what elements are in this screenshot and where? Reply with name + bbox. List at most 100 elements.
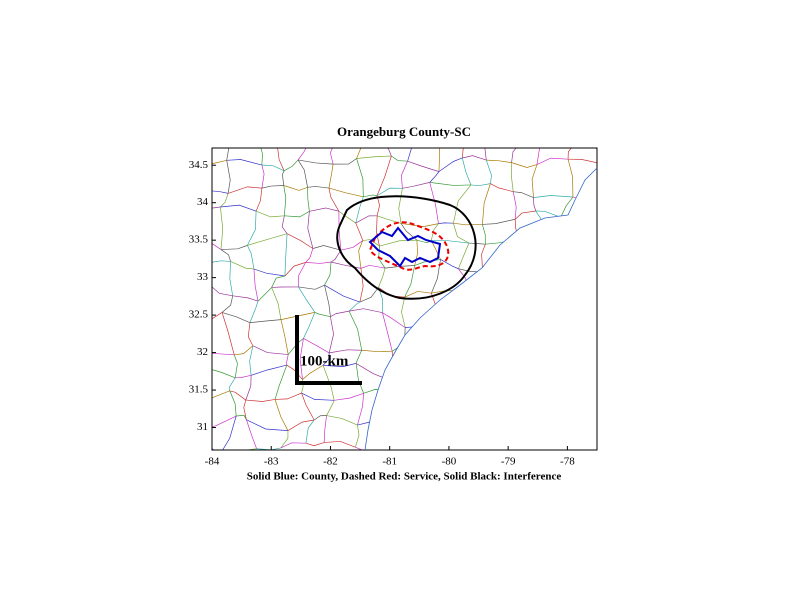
county-line bbox=[355, 363, 364, 394]
county-line bbox=[220, 204, 257, 212]
county-line bbox=[533, 195, 573, 198]
county-line bbox=[252, 345, 289, 355]
county-line bbox=[307, 211, 314, 249]
county-line bbox=[286, 354, 289, 366]
county-line bbox=[249, 345, 254, 376]
county-line bbox=[438, 222, 454, 224]
county-line bbox=[309, 207, 339, 212]
county-line bbox=[261, 185, 284, 189]
county-line bbox=[461, 157, 472, 186]
county-line bbox=[355, 446, 379, 450]
county-line bbox=[212, 285, 233, 297]
county-line bbox=[234, 345, 254, 356]
county-line bbox=[324, 284, 361, 303]
county-line bbox=[232, 295, 259, 302]
county-line bbox=[246, 419, 288, 432]
county-line bbox=[305, 248, 314, 263]
county-line bbox=[220, 206, 224, 250]
county-line bbox=[401, 297, 406, 328]
county-line bbox=[338, 210, 356, 224]
county-line bbox=[514, 210, 536, 220]
county-line bbox=[220, 249, 231, 262]
county-line bbox=[287, 419, 315, 431]
county-line bbox=[314, 312, 331, 318]
y-tick-label: 31.5 bbox=[189, 384, 209, 396]
county-line bbox=[286, 233, 314, 249]
county-line bbox=[429, 171, 440, 183]
county-line bbox=[358, 240, 364, 269]
county-line bbox=[281, 215, 288, 234]
county-line bbox=[226, 160, 231, 194]
x-tick-label: -80 bbox=[442, 456, 457, 468]
county-line bbox=[253, 268, 285, 277]
county-line bbox=[303, 312, 316, 339]
county-line bbox=[361, 349, 393, 353]
county-line bbox=[284, 210, 310, 218]
x-tick-label: -84 bbox=[205, 456, 220, 468]
county-line bbox=[333, 158, 357, 165]
county-line bbox=[297, 159, 308, 188]
county-line bbox=[247, 322, 254, 346]
x-tick-label: -83 bbox=[264, 456, 279, 468]
county-line bbox=[357, 393, 364, 426]
county-line bbox=[330, 310, 350, 317]
county-line bbox=[286, 364, 303, 380]
county-line bbox=[297, 159, 334, 165]
county-line bbox=[283, 185, 287, 216]
county-line bbox=[219, 415, 237, 450]
county-line bbox=[227, 186, 262, 194]
county-line bbox=[301, 392, 335, 401]
county-line bbox=[274, 364, 288, 400]
county-line bbox=[401, 223, 439, 227]
county-line bbox=[230, 261, 254, 270]
county-line bbox=[280, 312, 315, 320]
county-line bbox=[220, 193, 229, 208]
county-line bbox=[236, 414, 247, 420]
county-line bbox=[212, 189, 229, 194]
county-line bbox=[245, 375, 252, 401]
county-line bbox=[249, 319, 282, 323]
county-line bbox=[212, 260, 231, 263]
county-line bbox=[360, 264, 386, 269]
county-line bbox=[533, 197, 537, 212]
county-line bbox=[297, 148, 311, 161]
county-line bbox=[212, 415, 237, 433]
county-line bbox=[261, 164, 265, 189]
y-tick-label: 33 bbox=[197, 271, 209, 283]
county-line bbox=[301, 392, 315, 421]
county-line bbox=[282, 170, 285, 186]
county-line bbox=[355, 196, 364, 224]
county-line bbox=[250, 364, 287, 376]
county-line bbox=[329, 349, 362, 354]
county-line bbox=[312, 245, 341, 251]
county-line bbox=[257, 287, 272, 302]
county-line bbox=[482, 218, 516, 225]
county-line bbox=[223, 148, 229, 161]
county-line bbox=[255, 210, 285, 218]
x-axis-label: Solid Blue: County, Dashed Red: Service,… bbox=[247, 471, 562, 483]
county-line bbox=[305, 442, 325, 447]
county-line bbox=[382, 312, 406, 328]
chart-title: Orangeburg County-SC bbox=[337, 124, 471, 139]
county-line bbox=[376, 187, 403, 197]
county-line bbox=[283, 185, 308, 191]
county-line bbox=[305, 419, 315, 444]
county-line bbox=[482, 183, 491, 225]
county-line bbox=[513, 191, 534, 198]
county-line bbox=[567, 148, 574, 160]
county-line bbox=[328, 187, 340, 212]
county-line bbox=[462, 155, 487, 161]
county-line bbox=[429, 182, 471, 186]
y-tick-label: 33.5 bbox=[189, 234, 209, 246]
county-line bbox=[355, 215, 378, 224]
scale-bar bbox=[295, 315, 362, 385]
county-line bbox=[568, 158, 597, 164]
y-tick-label: 34 bbox=[197, 196, 209, 208]
coastline bbox=[364, 167, 598, 451]
county-line bbox=[284, 233, 288, 277]
county-line bbox=[229, 261, 234, 296]
y-tick-label: 32 bbox=[197, 346, 208, 358]
county-line bbox=[348, 301, 361, 312]
county-line bbox=[376, 155, 392, 196]
county-line bbox=[453, 222, 483, 226]
